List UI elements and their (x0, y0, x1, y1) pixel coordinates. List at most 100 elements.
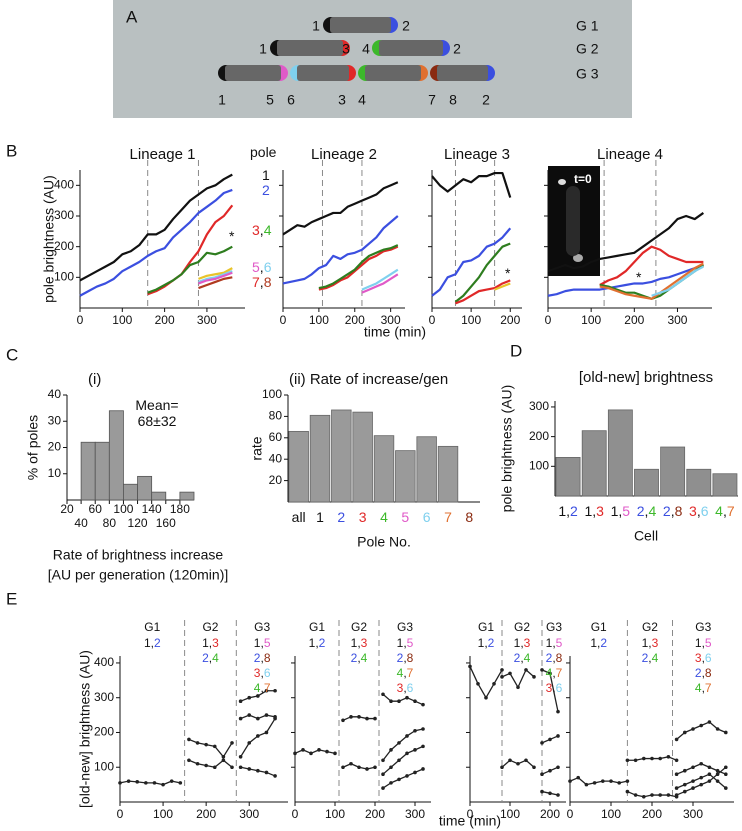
point (264, 688, 269, 693)
pair-label-part: 2 (600, 636, 607, 650)
pole-label: 2 (402, 18, 410, 34)
point (373, 765, 377, 770)
histogram-bar (151, 491, 167, 501)
pair-label-part: 3 (524, 636, 531, 650)
pair-label-part: 1 (351, 636, 358, 650)
y-tick-label: 20 (269, 473, 283, 487)
pair-label-part: , (484, 636, 487, 650)
pair-label-part: 7 (264, 681, 271, 695)
pair-label-part: 1 (695, 636, 702, 650)
bar (634, 468, 659, 497)
point (397, 777, 401, 782)
bar (555, 457, 581, 497)
point (500, 668, 504, 672)
pair-label-part: , (209, 636, 212, 650)
point (230, 741, 234, 745)
series-line (494, 282, 511, 291)
pair-label: 2,4 (202, 651, 219, 665)
generation-label: G1 (144, 620, 160, 634)
generation-label: G2 (642, 620, 658, 634)
point (421, 767, 425, 771)
generation-label: G2 (202, 620, 218, 634)
pair-label-part: 4 (652, 651, 659, 665)
pair-label: 2,8 (397, 651, 414, 665)
pair-label-part: 1 (144, 636, 151, 650)
x-tick-label: 0 (467, 807, 474, 821)
pair-label: 4,7 (695, 681, 712, 695)
point (707, 779, 712, 783)
pair-label-part: 3 (254, 666, 261, 680)
pair-label-part: , (260, 651, 263, 665)
point (212, 765, 217, 770)
x-tick-label-part: , (671, 503, 675, 519)
histogram-bar (80, 441, 96, 501)
point (341, 718, 345, 723)
x-tick-label: 200 (540, 807, 560, 821)
pole-label: 4 (358, 92, 366, 108)
point (325, 749, 329, 754)
pair-label-part: 2 (154, 636, 161, 650)
pair-label-part: , (403, 636, 406, 650)
point (238, 755, 243, 759)
bar (712, 473, 738, 497)
pair-label-part: 5 (407, 636, 414, 650)
x-tick-label: all (292, 509, 306, 525)
point (699, 723, 703, 728)
annotation: pole (250, 144, 277, 160)
pair-label-part: 2 (397, 651, 404, 665)
x-tick-label-part: 8 (675, 503, 683, 519)
point (556, 793, 560, 797)
x-tick-label-part: 5 (401, 509, 409, 525)
y-axis-label: [old-new] brightness (AU) (77, 650, 93, 808)
point (187, 758, 191, 763)
series-line (599, 262, 704, 300)
series-line (147, 204, 234, 296)
point (724, 765, 728, 770)
point (524, 758, 528, 763)
point (556, 709, 560, 714)
pair-label-part: 2 (319, 636, 326, 650)
annotation-part: 6 (264, 259, 272, 275)
x-tick-label: 200 (642, 807, 662, 821)
point (540, 741, 544, 745)
x-tick-label: 0 (77, 313, 84, 327)
histogram-bar (108, 410, 124, 501)
x-tick-label: 2,8 (663, 503, 683, 519)
y-tick-label: 100 (262, 387, 282, 401)
pair-label-part: 3 (397, 681, 404, 695)
pair-label-part: 1 (642, 636, 649, 650)
point (389, 765, 393, 770)
point (707, 772, 712, 776)
pair-label: 2,4 (351, 651, 368, 665)
panel-label: E (6, 589, 17, 608)
pair-label-part: 6 (556, 681, 563, 695)
annotation: 3,4 (252, 222, 272, 238)
x-tick-label: 0 (292, 807, 299, 821)
series-line (282, 181, 399, 236)
point (178, 781, 183, 785)
point (625, 789, 630, 794)
pair-label-part: , (648, 636, 651, 650)
pair-label-part: 3 (652, 636, 659, 650)
x-tick-label: 0 (567, 807, 574, 821)
bar (288, 430, 309, 503)
point (118, 781, 122, 785)
pair-label-part: 8 (556, 651, 563, 665)
y-tick-label: 10 (48, 466, 62, 480)
pair-label-part: 1 (202, 636, 209, 650)
point (421, 744, 425, 749)
chart-title: Lineage 4 (597, 146, 663, 163)
inset-spot (573, 254, 583, 262)
x-tick-label: 100 (113, 502, 133, 516)
point (264, 770, 269, 775)
pair-label-part: , (357, 651, 360, 665)
generation-label: G1 (309, 620, 325, 634)
pair-label-part: 6 (407, 681, 414, 695)
y-tick-label: 400 (94, 655, 114, 669)
pair-label: 3,6 (397, 681, 414, 695)
series-line (79, 188, 233, 297)
x-tick-label: 7 (444, 509, 452, 525)
series-line (382, 693, 424, 706)
